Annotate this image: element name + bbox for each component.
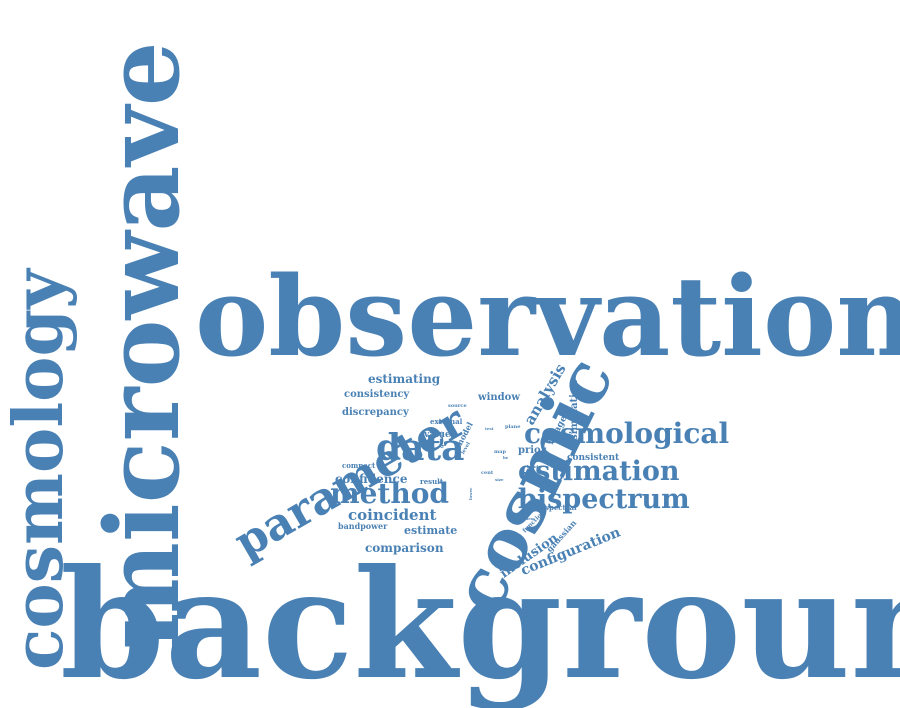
- word-window: window: [478, 392, 520, 403]
- word-simulation: simulation: [569, 380, 580, 440]
- word-method: method: [330, 477, 449, 510]
- word-cosmological: cosmological: [524, 417, 730, 450]
- word-be: be: [503, 455, 509, 460]
- word-group: group: [439, 431, 445, 448]
- word-prior: prior: [518, 445, 546, 456]
- word-background: background: [60, 537, 900, 708]
- word-result: result: [420, 477, 444, 486]
- word-plane: plane: [505, 424, 521, 430]
- word-band: band: [527, 464, 539, 469]
- word-confidence: confidence: [335, 472, 408, 486]
- word-consistency: consistency: [344, 389, 410, 400]
- word-bispectrum: bispectrum: [518, 484, 690, 515]
- word-lower: lower: [468, 487, 473, 500]
- word-bandpower: bandpower: [338, 521, 388, 531]
- word-data: data: [376, 427, 465, 469]
- word-cent: cent: [481, 470, 494, 476]
- word-estimation: estimation: [518, 456, 680, 487]
- word-size: size: [495, 477, 504, 482]
- word-map: map: [494, 449, 507, 455]
- word-coincident: coincident: [348, 506, 437, 524]
- word-comparison: comparison: [365, 541, 444, 555]
- word-value: value: [424, 430, 451, 440]
- word-index: index: [521, 516, 534, 521]
- word-microwave: microwave: [83, 41, 203, 650]
- word-estimating: estimating: [368, 372, 441, 386]
- word-test: test: [485, 426, 494, 431]
- word-observation: observation: [195, 252, 900, 381]
- word-source: source: [448, 403, 467, 409]
- word-consistent: consistent: [567, 453, 620, 463]
- word-discrepancy: discrepancy: [342, 407, 409, 418]
- word-external: external: [430, 417, 463, 426]
- word-cosmology: cosmology: [0, 269, 79, 670]
- word-compact: compact: [342, 461, 376, 470]
- word-spectral: spectral: [545, 503, 577, 512]
- word-estimate: estimate: [404, 524, 458, 537]
